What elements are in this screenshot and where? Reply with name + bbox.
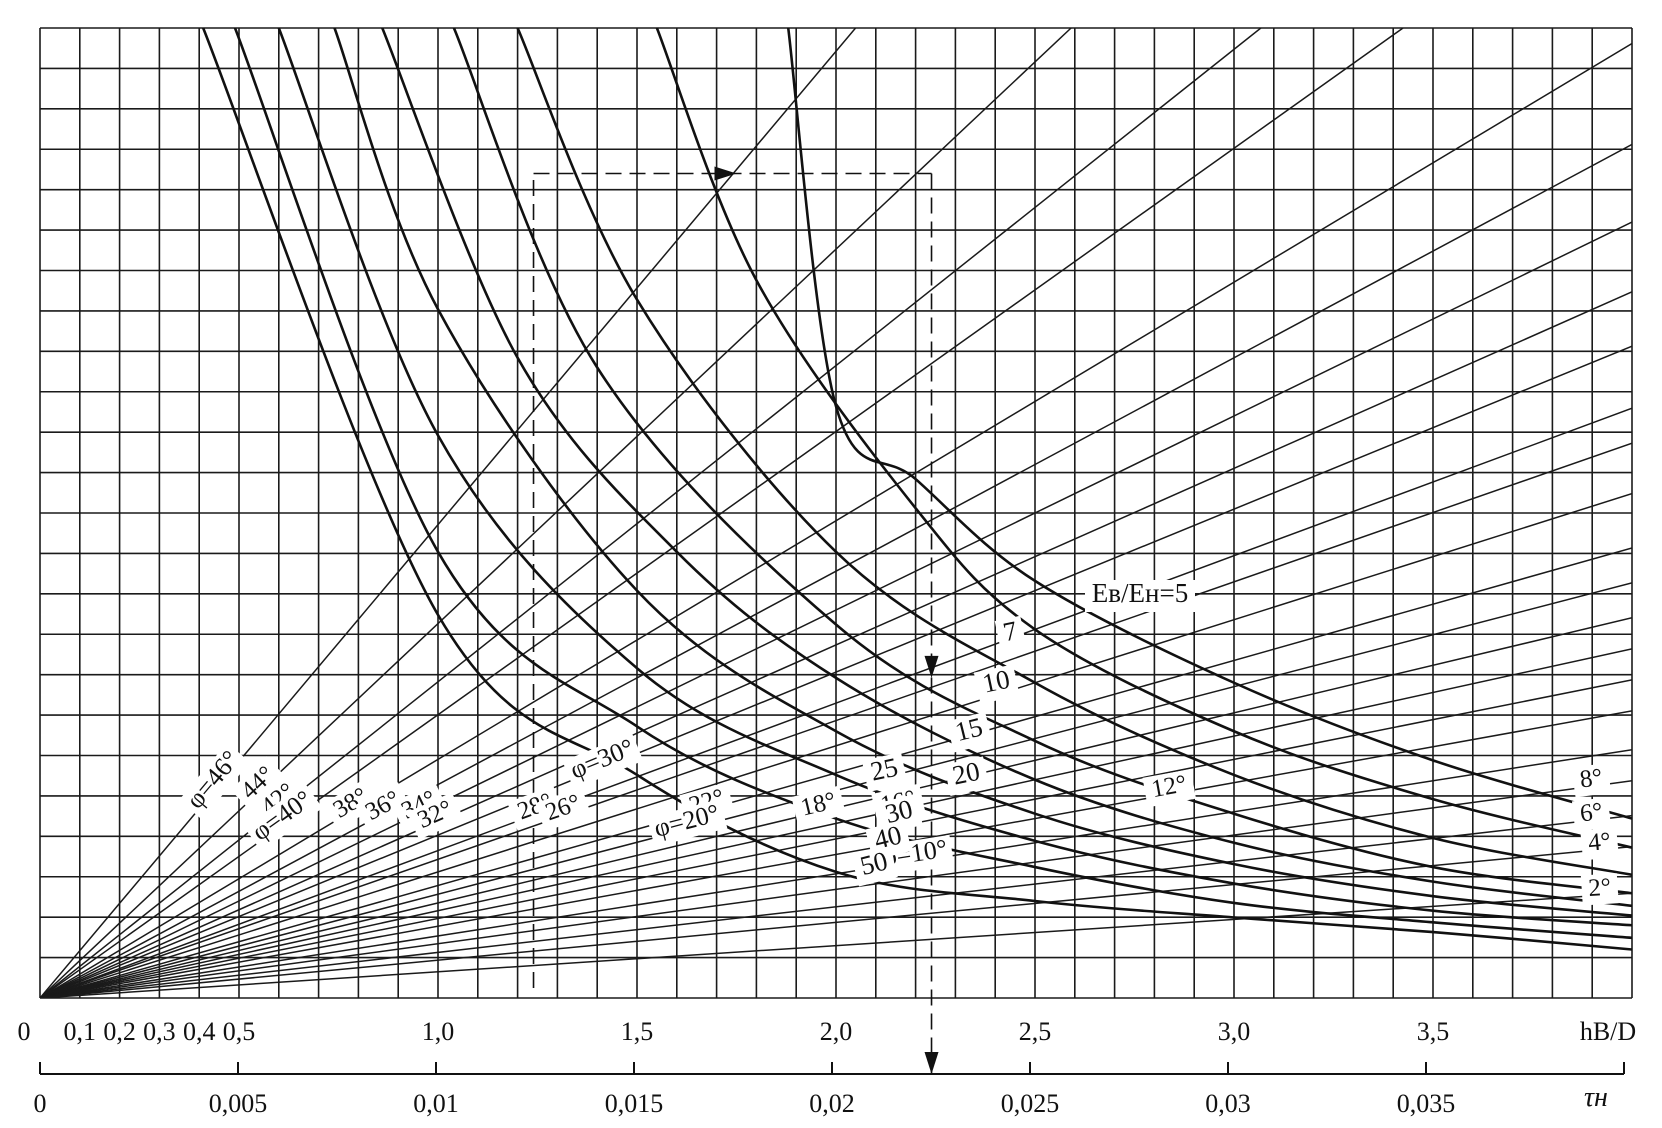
- phi-line: [40, 710, 1632, 998]
- phi-line: [40, 679, 1632, 998]
- x-top-tick-label: 0,3: [143, 1017, 176, 1046]
- phi-line: [40, 442, 1632, 998]
- x-top-tick-label: 0,1: [64, 1017, 97, 1046]
- phi-line: [40, 845, 1632, 998]
- arrow-right-icon: [714, 166, 737, 181]
- ratio-curve: [381, 28, 1632, 908]
- x-bottom-axis-label: τн: [1584, 1082, 1608, 1113]
- x-top-tick-label: 0,2: [103, 1017, 136, 1046]
- phi-line-label: 4°: [1587, 828, 1612, 857]
- phi-line: [40, 892, 1632, 998]
- phi-line: [40, 28, 857, 998]
- ratio-curve-label: Eв/Eн=5: [1092, 578, 1188, 608]
- ratio-curve: [233, 28, 1632, 940]
- x-bottom-tick-label: 0,01: [413, 1089, 459, 1118]
- phi-line: [40, 345, 1632, 998]
- phi-line: [40, 648, 1632, 998]
- x-bottom-tick-label: 0,03: [1205, 1089, 1251, 1118]
- arrow-down-icon: [924, 1052, 939, 1074]
- phi-line-label: 8°: [1578, 764, 1604, 794]
- arrow-down-icon: [924, 655, 939, 678]
- phi-line: [40, 547, 1632, 998]
- phi-line: [40, 779, 1632, 998]
- ratio-curve: [201, 28, 1632, 951]
- ratio-curve: [516, 28, 1632, 877]
- phi-line: [40, 28, 1072, 998]
- curve-labels: φ=46°44°42°φ=40° 38°36°34°32°φ=30°28°26° 2…: [178, 578, 1619, 906]
- phi-line: [40, 42, 1632, 998]
- phi-lines: [40, 28, 1632, 998]
- x-top-tick-label: 0,4: [183, 1017, 216, 1046]
- phi-line-label: 6°: [1579, 798, 1604, 827]
- x-top-tick-label: 0: [18, 1017, 31, 1046]
- x-top-tick-label: 0,5: [223, 1017, 256, 1046]
- x-bottom-tick-label: 0,005: [209, 1089, 268, 1118]
- phi-line: [40, 143, 1632, 998]
- phi-line: [40, 221, 1632, 998]
- ratio-curve: [333, 28, 1632, 917]
- phi-line-label: 12°: [1149, 770, 1188, 803]
- ratio-curve-label: 20: [950, 756, 983, 791]
- x-top-tick-label: 3,0: [1218, 1017, 1251, 1046]
- x-bottom-tick-label: 0: [34, 1089, 47, 1118]
- x-top-axis-label: hB/D: [1580, 1017, 1636, 1046]
- x-top-tick-label: 1,0: [422, 1017, 455, 1046]
- phi-line: [40, 291, 1632, 998]
- ratio-curve: [786, 28, 1632, 820]
- x-bottom-tick-label: 0,035: [1397, 1089, 1456, 1118]
- axes: 0 0,1 0,2 0,3 0,4 0,5 1,0 1,5 2,0 2,5 3,0 3,5 hB/D 0 0…: [18, 1017, 1637, 1118]
- phi-line: [40, 407, 1632, 998]
- x-bottom-tick-label: 0,015: [605, 1089, 664, 1118]
- x-top-tick-label: 1,5: [621, 1017, 654, 1046]
- x-top-tick-label: 3,5: [1417, 1017, 1450, 1046]
- ratio-curve-label: 10: [980, 664, 1013, 699]
- example-guides: [532, 166, 939, 1074]
- x-top-tick-label: 2,0: [820, 1017, 853, 1046]
- phi-line: [40, 748, 1632, 998]
- phi-line-label: 2°: [1588, 874, 1612, 902]
- ratio-curve: [655, 28, 1632, 849]
- phi-line: [40, 814, 1632, 998]
- ratio-curve-label: 7: [1000, 615, 1019, 647]
- x-bottom-tick-label: 0,02: [809, 1089, 855, 1118]
- x-top-tick-label: 2,5: [1019, 1017, 1052, 1046]
- x-bottom-tick-label: 0,025: [1001, 1089, 1060, 1118]
- phi-line: [40, 492, 1632, 998]
- ratio-curve-label: 25: [868, 752, 901, 787]
- phi-line: [40, 28, 1262, 998]
